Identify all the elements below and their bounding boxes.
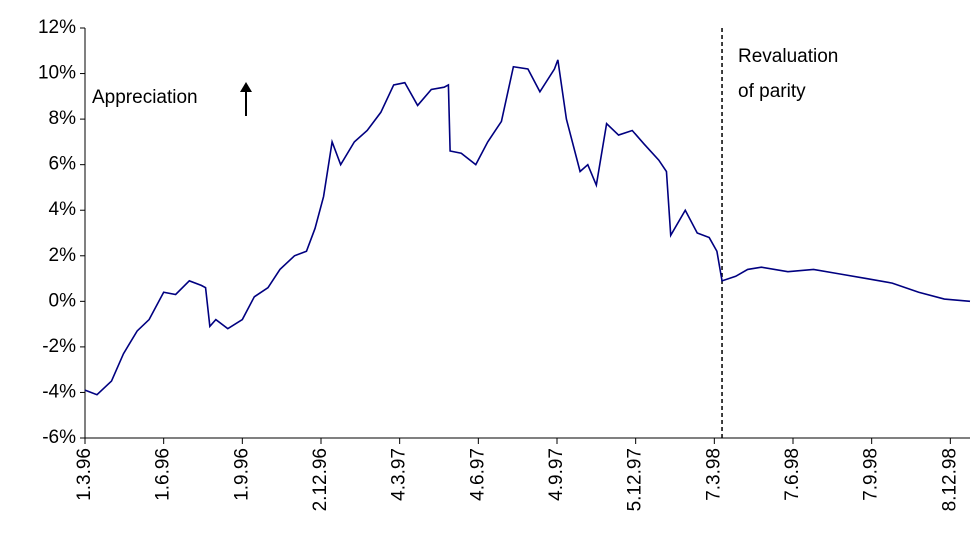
y-tick-label: 4%	[49, 199, 77, 220]
y-tick-label: 0%	[49, 290, 77, 311]
y-tick-label: 10%	[38, 63, 76, 84]
x-tick-label: 8.12.98	[939, 448, 960, 511]
annotation: Revaluation	[738, 46, 838, 67]
y-tick-label: 8%	[49, 108, 77, 129]
annotation: Appreciation	[92, 87, 198, 108]
x-tick-label: 4.3.97	[389, 448, 410, 501]
x-tick-label: 1.9.96	[231, 448, 252, 501]
x-tick-label: 7.9.98	[861, 448, 882, 501]
y-tick-label: 12%	[38, 17, 76, 38]
y-tick-label: 2%	[49, 245, 77, 266]
x-tick-label: 4.9.97	[546, 448, 567, 501]
x-tick-label: 4.6.97	[467, 448, 488, 501]
x-tick-label: 5.12.97	[625, 448, 646, 511]
y-tick-label: -6%	[42, 427, 76, 448]
annotation: of parity	[738, 81, 806, 102]
x-tick-label: 1.3.96	[74, 448, 95, 501]
y-tick-label: -4%	[42, 381, 76, 402]
x-tick-label: 7.6.98	[782, 448, 803, 501]
x-tick-label: 1.6.96	[153, 448, 174, 501]
x-tick-label: 7.3.98	[703, 448, 724, 501]
x-tick-label: 2.12.96	[310, 448, 331, 511]
arrow-head	[240, 82, 252, 92]
y-tick-label: -2%	[42, 336, 76, 357]
y-tick-label: 6%	[49, 154, 77, 175]
line	[84, 59, 971, 396]
